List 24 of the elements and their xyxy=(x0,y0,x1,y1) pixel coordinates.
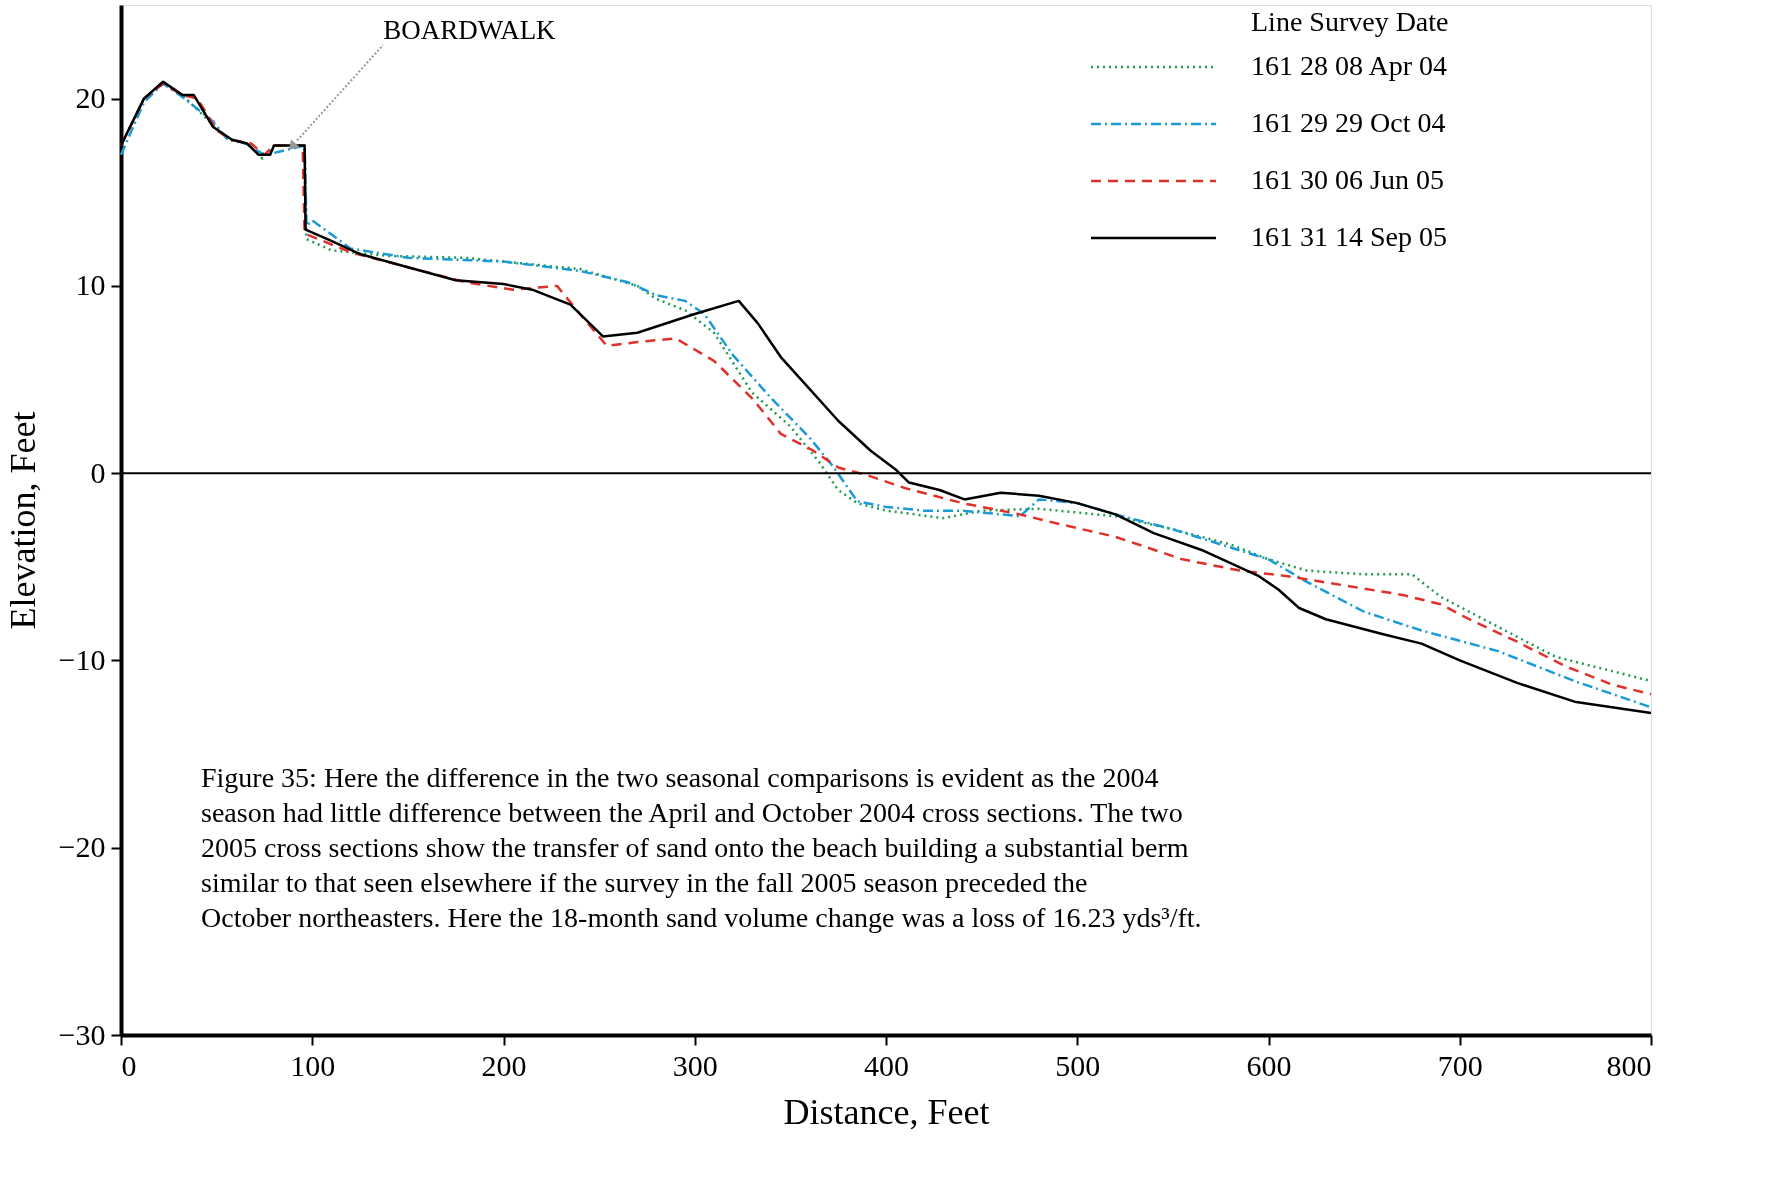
x-tick-label: 800 xyxy=(1606,1048,1652,1082)
legend-title: Line Survey Date xyxy=(1251,6,1449,37)
legend-label: 161 28 08 Apr 04 xyxy=(1251,50,1447,81)
y-tick-label: −10 xyxy=(58,642,106,676)
annotation: BOARDWALK xyxy=(383,15,557,45)
x-tick-label: 400 xyxy=(864,1048,909,1082)
x-tick-label: 0 xyxy=(121,1048,137,1082)
x-tick-label: 300 xyxy=(672,1048,718,1082)
annotation: Figure 35: Here the difference in the two seasonal comparisons is evident as the 2004 season had little difference between the April and October 2004 cross sections. The two 2005 cross sections show the transfer of sand onto the beach building a substantial berm similar to that seen elsewhere if the survey in the fall 2005 season preceded the October northeasters. Here the 18-month sand volume change was a loss of 16.23 yds³/ft. xyxy=(201,762,1202,933)
legend-label: 161 31 14 Sep 05 xyxy=(1251,221,1447,252)
x-tick-label: 100 xyxy=(290,1048,336,1082)
y-tick-label: 20 xyxy=(75,81,106,115)
y-tick-label: 0 xyxy=(90,455,106,489)
y-tick-label: 10 xyxy=(75,268,106,302)
y-tick-label: −20 xyxy=(58,830,106,864)
y-tick-label: −30 xyxy=(58,1017,106,1051)
x-tick-label: 500 xyxy=(1055,1048,1101,1082)
x-tick-label: 600 xyxy=(1246,1048,1292,1082)
x-tick-label: 200 xyxy=(481,1048,527,1082)
legend-label: 161 29 29 Oct 04 xyxy=(1251,107,1446,138)
legend-label: 161 30 06 Jun 05 xyxy=(1251,164,1444,195)
x-axis-title: Distance, Feet xyxy=(783,1091,990,1132)
y-axis-title: Elevation, Feet xyxy=(2,411,43,630)
x-tick-label: 700 xyxy=(1437,1048,1483,1082)
